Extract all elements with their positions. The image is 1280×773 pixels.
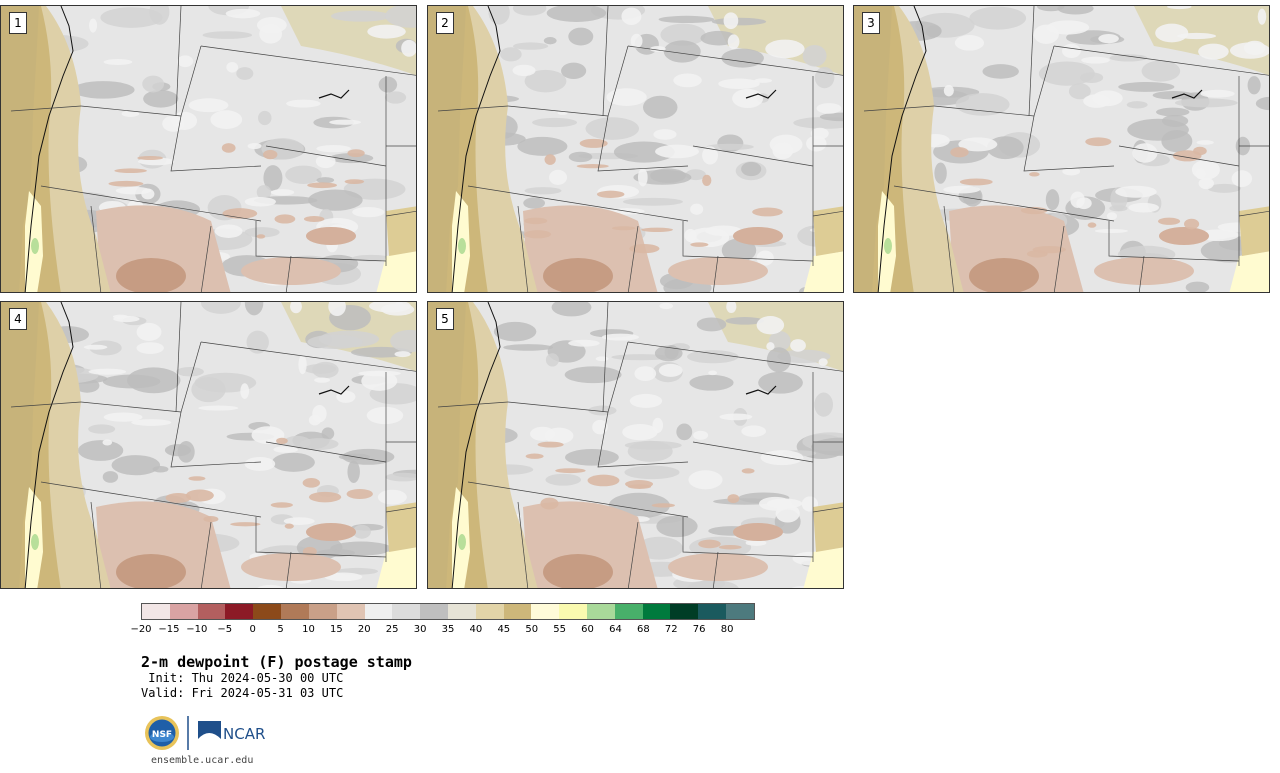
- colorbar-tick-label: 35: [441, 624, 455, 635]
- map-panel-2: 2: [427, 5, 844, 293]
- map-panel-3: 3: [853, 5, 1270, 293]
- map-panel-4: 4: [0, 301, 417, 589]
- colorbar-swatch: [308, 604, 337, 619]
- colorbar-tick-label: 40: [469, 624, 483, 635]
- nsf-logo: NSF: [145, 716, 179, 750]
- panel-label: 2: [436, 12, 454, 34]
- colorbar-swatch: [197, 604, 226, 619]
- colorbar-swatch: [336, 604, 365, 619]
- colorbar-swatch: [364, 604, 393, 619]
- init-time: Init: Thu 2024-05-30 00 UTC: [141, 671, 344, 685]
- colorbar-tick-label: 55: [553, 624, 566, 635]
- colorbar-swatch: [642, 604, 671, 619]
- map-graphic: [1, 6, 416, 292]
- nsf-logo-text: NSF: [152, 730, 172, 740]
- panel-label: 5: [436, 308, 454, 330]
- colorbar-swatch: [587, 604, 615, 619]
- colorbar-tick-label: 5: [277, 624, 284, 635]
- map-graphic: [854, 6, 1269, 292]
- colorbar-tick-label: 45: [497, 624, 511, 635]
- colorbar-swatch: [614, 604, 643, 619]
- logos: NSF NCAR: [143, 713, 273, 753]
- colorbar-tick-label: 30: [413, 624, 427, 635]
- colorbar-tick-label: 72: [664, 624, 678, 635]
- colorbar-swatch: [420, 604, 448, 619]
- map-panel-1: 1: [0, 5, 417, 293]
- colorbar-tick-label: 50: [525, 624, 539, 635]
- colorbar-swatch: [281, 604, 309, 619]
- colorbar-ticks: −20 −15 −10 −5 0 5 10 15 20 25 30 35 40 45 50 55 60 64 68 7…: [130, 624, 755, 638]
- colorbar-tick-label: 64: [609, 624, 622, 635]
- colorbar-tick-label: 68: [636, 624, 650, 635]
- colorbar-tick-label: −10: [186, 624, 208, 635]
- colorbar-swatch: [447, 604, 476, 619]
- colorbar-tick-label: −15: [158, 624, 180, 635]
- panel-label: 3: [862, 12, 880, 34]
- colorbar-tick-label: 0: [249, 624, 256, 635]
- colorbar-swatch: [225, 604, 254, 619]
- colorbar-swatch: [392, 604, 421, 619]
- colorbar: [141, 603, 755, 620]
- ncar-logo: NCAR: [198, 721, 265, 743]
- colorbar-swatch: [726, 604, 754, 619]
- colorbar-tick-label: 20: [357, 624, 371, 635]
- colorbar-swatch: [698, 604, 727, 619]
- map-graphic: [1, 302, 416, 588]
- colorbar-swatch: [142, 604, 170, 619]
- chart-title: 2-m dewpoint (F) postage stamp: [141, 653, 412, 671]
- colorbar-tick-label: 80: [720, 624, 734, 635]
- colorbar-tick-label: 15: [329, 624, 343, 635]
- colorbar-swatch: [253, 604, 282, 619]
- colorbar-swatch: [169, 604, 198, 619]
- map-graphic: [428, 6, 843, 292]
- colorbar-swatch: [670, 604, 699, 619]
- map-panel-5: 5: [427, 301, 844, 589]
- panel-label: 1: [9, 12, 27, 34]
- colorbar-swatch: [503, 604, 532, 619]
- colorbar-tick-label: −20: [130, 624, 152, 635]
- colorbar-tick-label: −5: [217, 624, 233, 635]
- colorbar-tick-label: 76: [692, 624, 706, 635]
- valid-time: Valid: Fri 2024-05-31 03 UTC: [141, 686, 344, 700]
- map-graphic: [428, 302, 843, 588]
- ncar-logo-text: NCAR: [223, 725, 265, 743]
- colorbar-swatch: [475, 604, 504, 619]
- colorbar-tick-label: 60: [581, 624, 594, 635]
- panel-label: 4: [9, 308, 27, 330]
- colorbar-tick-label: 25: [385, 624, 399, 635]
- site-url: ensemble.ucar.edu: [151, 755, 254, 766]
- colorbar-swatch: [559, 604, 587, 619]
- colorbar-tick-label: 10: [302, 624, 315, 635]
- colorbar-swatch: [531, 604, 560, 619]
